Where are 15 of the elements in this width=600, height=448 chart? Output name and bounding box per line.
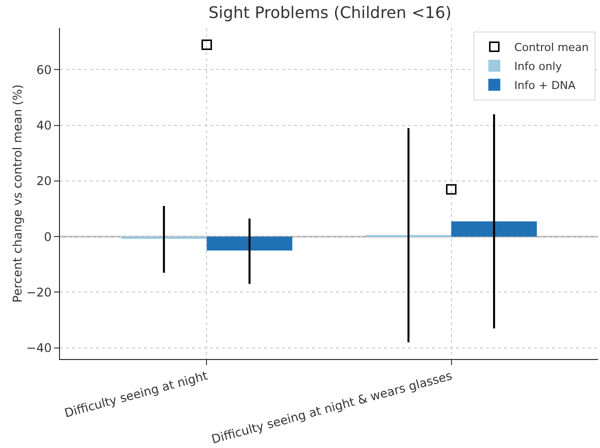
y-tick-label: −40 xyxy=(26,341,52,356)
y-tick-label: 0 xyxy=(44,230,52,244)
legend-label: Control mean xyxy=(514,41,589,54)
bar xyxy=(206,236,292,251)
bar xyxy=(451,221,537,237)
y-tick-label: 60 xyxy=(36,62,52,77)
legend-label: Info + DNA xyxy=(514,79,576,92)
chart-title: Sight Problems (Children <16) xyxy=(208,2,452,22)
legend-label: Info only xyxy=(514,60,562,74)
x-tick-label: Difficulty seeing at night & wears glasses xyxy=(210,368,454,446)
y-tick-label: 40 xyxy=(36,118,52,133)
y-tick-label: −20 xyxy=(26,285,52,300)
x-tick-label: Difficulty seeing at night xyxy=(62,368,210,420)
y-tick-label: 20 xyxy=(36,174,52,188)
y-axis-title: Percent change vs control mean (%) xyxy=(10,84,24,303)
